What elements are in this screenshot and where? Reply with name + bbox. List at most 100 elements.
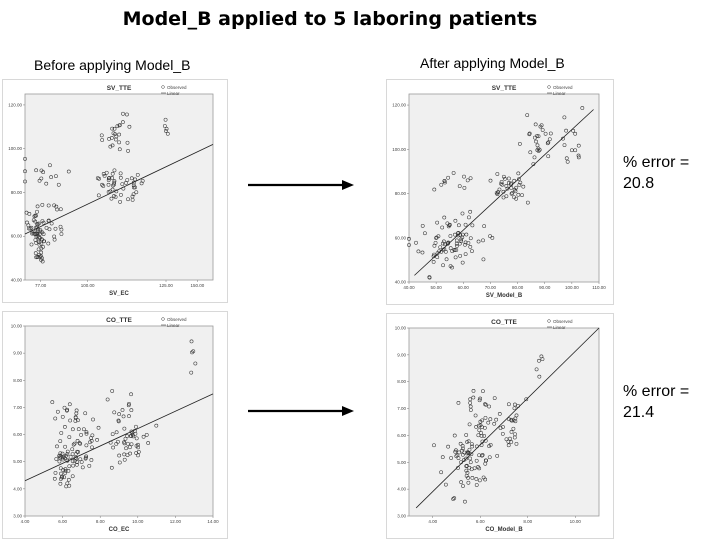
data-point xyxy=(191,349,196,354)
x-tick-label: 90.00 xyxy=(539,285,551,290)
y-tick-label: 100.00 xyxy=(8,146,22,151)
data-point xyxy=(453,218,458,223)
data-point xyxy=(62,475,66,480)
data-point xyxy=(466,480,471,485)
data-point xyxy=(514,413,519,418)
data-point xyxy=(67,435,72,439)
data-point xyxy=(104,170,109,175)
y-tick-label: 120.00 xyxy=(392,103,406,108)
x-tick-label: 77.00 xyxy=(35,283,47,288)
data-point xyxy=(163,128,168,133)
data-point xyxy=(67,464,72,469)
data-point xyxy=(117,460,122,465)
data-point xyxy=(407,243,411,247)
data-point xyxy=(474,458,479,463)
data-point xyxy=(78,441,83,446)
data-point xyxy=(456,401,461,405)
data-point xyxy=(112,194,116,198)
data-point xyxy=(460,211,465,216)
data-point xyxy=(495,192,500,196)
data-point xyxy=(420,223,425,228)
data-point xyxy=(112,182,116,187)
data-point xyxy=(54,204,59,209)
data-point xyxy=(449,456,453,460)
data-point xyxy=(66,169,71,174)
data-point xyxy=(468,245,473,249)
data-point xyxy=(125,112,129,117)
data-point xyxy=(487,455,492,460)
y-tick-label: 80.00 xyxy=(11,190,23,195)
data-point xyxy=(490,236,495,240)
linear-fit-line xyxy=(24,143,214,235)
data-point xyxy=(517,177,521,181)
data-point xyxy=(448,264,453,268)
data-point xyxy=(460,260,465,265)
x-axis-label: CO_EC xyxy=(109,527,130,533)
data-point xyxy=(509,440,514,444)
data-point xyxy=(97,176,101,181)
data-point xyxy=(44,181,49,186)
data-point xyxy=(89,458,94,462)
data-point xyxy=(126,197,130,202)
co-before-chart: CO_TTE ObservedLinear3.004.005.006.007.00… xyxy=(11,317,219,533)
data-point xyxy=(423,231,427,236)
y-tick-label: 60.00 xyxy=(11,234,23,239)
data-point xyxy=(50,400,55,405)
data-point xyxy=(144,432,149,437)
data-point xyxy=(488,234,492,239)
data-point xyxy=(513,402,517,407)
percent-error-co-value: 21.4 xyxy=(623,404,655,421)
x-tick-label: 150.00 xyxy=(190,283,204,288)
data-point xyxy=(129,176,134,181)
data-point xyxy=(464,232,469,237)
data-point xyxy=(58,481,63,486)
y-tick-label: 40.00 xyxy=(11,278,23,283)
x-tick-label: 8.00 xyxy=(523,519,532,524)
data-point xyxy=(484,458,488,463)
data-point xyxy=(84,431,89,436)
data-point xyxy=(34,240,39,245)
data-point xyxy=(110,389,115,393)
data-point xyxy=(451,171,456,175)
data-point xyxy=(525,113,530,117)
x-tick-label: 10.00 xyxy=(570,519,582,524)
y-tick-label: 10.00 xyxy=(395,326,407,331)
linear-fit-line xyxy=(415,327,600,509)
data-point xyxy=(117,132,121,137)
data-point xyxy=(548,131,553,136)
data-point xyxy=(473,413,478,418)
data-point xyxy=(464,463,469,468)
data-point xyxy=(504,184,509,188)
data-point xyxy=(468,397,473,402)
data-point xyxy=(506,402,511,407)
data-point xyxy=(134,424,138,429)
y-tick-label: 3.00 xyxy=(13,514,22,519)
data-point xyxy=(464,433,469,437)
data-point xyxy=(514,441,519,446)
data-point xyxy=(117,453,122,458)
data-point xyxy=(477,453,482,458)
data-point xyxy=(535,143,540,148)
data-point xyxy=(71,463,75,468)
data-point xyxy=(533,122,538,127)
data-point xyxy=(516,171,521,176)
data-point xyxy=(37,242,42,247)
data-point xyxy=(106,182,111,187)
data-point xyxy=(121,120,125,125)
before-label: Before applying Model_B xyxy=(34,57,191,73)
data-point xyxy=(130,197,135,202)
data-point xyxy=(162,124,167,128)
data-point xyxy=(457,450,461,455)
data-point xyxy=(70,459,75,463)
data-point xyxy=(39,250,43,255)
y-tick-label: 40.00 xyxy=(395,280,407,285)
data-point xyxy=(468,209,473,214)
data-point xyxy=(509,186,514,190)
data-point xyxy=(511,418,516,423)
data-point xyxy=(115,124,120,128)
data-point xyxy=(580,106,585,110)
y-tick-label: 7.00 xyxy=(13,405,22,410)
data-point xyxy=(495,454,500,458)
